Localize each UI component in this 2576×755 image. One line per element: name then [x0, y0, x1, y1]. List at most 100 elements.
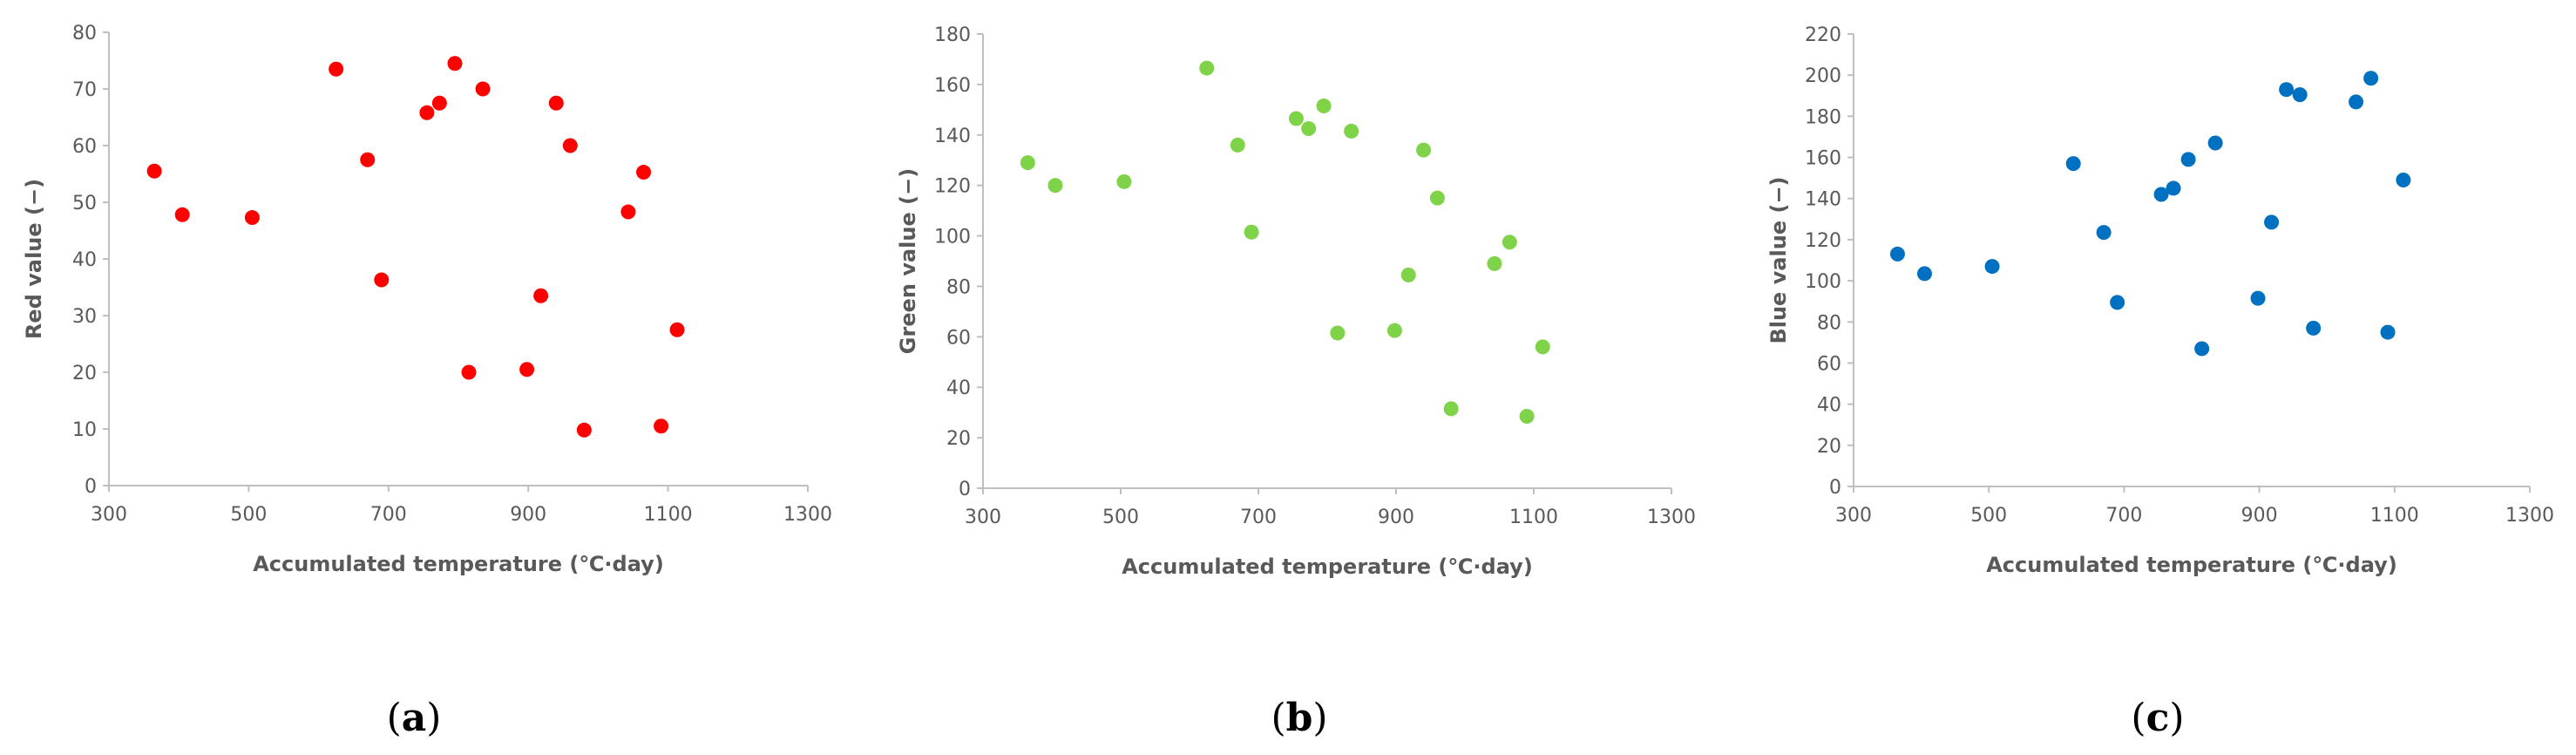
y-tick-label: 140 [934, 126, 971, 147]
data-point [533, 288, 549, 303]
data-point [1344, 123, 1359, 139]
y-tick-label: 0 [959, 479, 971, 500]
y-tick-label: 30 [72, 306, 97, 328]
y-tick-label: 80 [946, 276, 971, 298]
data-point [2096, 225, 2112, 241]
x-tick-label: 700 [2105, 505, 2142, 527]
green-value-chart: 0 20 40 60 80 100 120 140 160 180 300 500 700 900 1100… [896, 24, 1696, 740]
x-tick-label: 500 [1102, 507, 1139, 528]
data-point [2250, 290, 2266, 306]
data-point [2279, 82, 2295, 98]
data-point [1487, 255, 1502, 271]
data-point [654, 418, 669, 434]
x-tick-label: 900 [510, 504, 546, 526]
y-tick-label: 80 [72, 23, 97, 44]
data-point [1047, 178, 1063, 194]
x-tick-label: 300 [91, 504, 127, 526]
y-axis-title: Red value (−) [22, 179, 46, 339]
x-tick-label: 900 [2241, 505, 2278, 527]
data-point [1416, 142, 1432, 158]
data-point [1288, 111, 1304, 126]
data-point [1519, 409, 1535, 425]
data-point [2380, 324, 2396, 340]
x-tick-label: 1300 [1647, 507, 1696, 528]
data-point [374, 272, 390, 288]
y-tick-label: 0 [85, 476, 97, 498]
y-tick-label: 200 [1805, 65, 1841, 87]
data-point [329, 61, 344, 77]
data-point [2180, 152, 2196, 167]
x-tick-label: 300 [1835, 505, 1872, 527]
data-point [620, 204, 636, 220]
data-point [562, 138, 578, 153]
data-point [419, 105, 435, 120]
data-point [1429, 190, 1445, 206]
data-point [2363, 71, 2379, 86]
x-tick-label: 900 [1378, 507, 1414, 528]
panel-label: (b) [1271, 696, 1327, 740]
data-point [2110, 295, 2125, 310]
data-point [2396, 172, 2411, 187]
data-point [548, 95, 564, 111]
y-tick-label: 160 [1805, 148, 1841, 170]
data-point [2065, 156, 2081, 172]
x-tick-label: 1100 [1509, 507, 1558, 528]
data-point [1535, 339, 1550, 355]
y-tick-label: 60 [72, 136, 97, 158]
y-tick-label: 20 [1817, 436, 1841, 458]
data-point [2306, 320, 2322, 336]
y-tick-label: 120 [1805, 230, 1841, 252]
data-point [431, 95, 447, 111]
y-axis-title: Blue value (−) [1766, 176, 1791, 343]
y-tick-label: 10 [72, 419, 97, 441]
data-point [2349, 94, 2364, 110]
blue-value-chart: 0 20 40 60 80 100 120 140 160 180 200 220 300 500 700 9… [1766, 24, 2554, 740]
y-tick-label: 220 [1805, 24, 1841, 46]
data-point [1316, 98, 1332, 113]
data-point [360, 152, 376, 167]
data-point [2153, 187, 2169, 202]
y-tick-label: 40 [72, 249, 97, 271]
data-point [2292, 87, 2308, 103]
y-tick-label: 40 [946, 378, 971, 399]
x-tick-label: 1300 [783, 504, 832, 526]
data-point [2166, 180, 2181, 196]
x-tick-label: 1300 [2505, 505, 2554, 527]
y-tick-label: 60 [1817, 353, 1841, 375]
y-axis-title: Green value (−) [896, 168, 920, 354]
data-point [1400, 267, 1416, 282]
red-value-chart: 0 10 20 30 40 50 60 70 80 300 500 700 900 1100 1300 Acc… [22, 23, 832, 740]
data-point [1916, 266, 1932, 282]
x-tick-label: 500 [1970, 505, 2007, 527]
panel-label: (a) [387, 696, 442, 740]
y-tick-label: 50 [72, 193, 97, 214]
x-tick-label: 1100 [2370, 505, 2419, 527]
y-tick-label: 0 [1829, 477, 1841, 499]
y-tick-label: 140 [1805, 189, 1841, 211]
x-tick-label: 700 [1240, 507, 1277, 528]
data-point [146, 163, 162, 179]
data-point [1301, 121, 1317, 137]
panel-label: (c) [2131, 696, 2184, 740]
x-axis-title: Accumulated temperature (℃·day) [1122, 554, 1533, 579]
y-tick-label: 60 [946, 327, 971, 349]
x-tick-label: 300 [965, 507, 1001, 528]
data-point [636, 165, 652, 180]
data-point [1443, 401, 1459, 417]
data-point [1984, 259, 2000, 275]
y-tick-label: 40 [1817, 395, 1841, 417]
y-tick-label: 20 [72, 363, 97, 384]
data-point [1116, 173, 1132, 189]
data-point [475, 81, 491, 97]
x-axis-title: Accumulated temperature (℃·day) [1986, 553, 2397, 577]
data-point [2264, 214, 2280, 230]
data-point [244, 210, 260, 226]
data-point [1020, 155, 1035, 171]
x-tick-label: 500 [230, 504, 267, 526]
y-tick-label: 100 [1805, 271, 1841, 293]
data-point [576, 422, 592, 438]
data-point [1386, 323, 1402, 338]
y-tick-label: 180 [1805, 106, 1841, 128]
data-point [669, 322, 685, 337]
